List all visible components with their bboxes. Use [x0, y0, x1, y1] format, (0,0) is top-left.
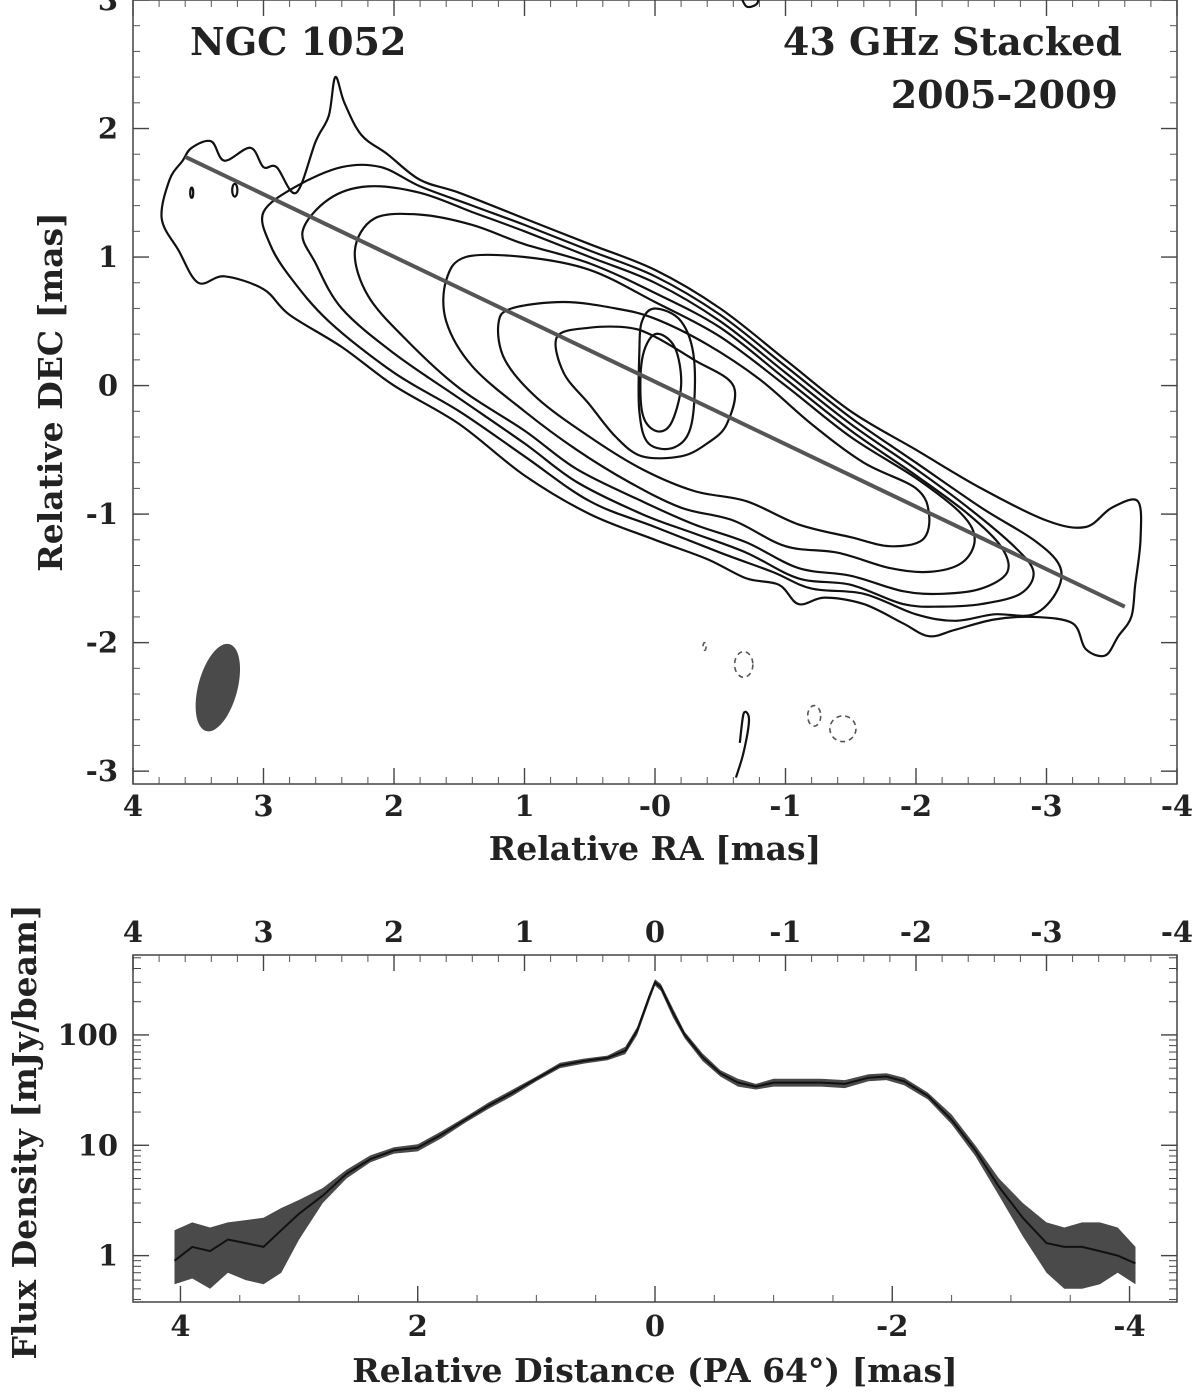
distance-tick-label: -4: [1113, 1309, 1145, 1343]
frequency-label: 43 GHz Stacked: [783, 19, 1122, 64]
ra-tick-label: -3: [1030, 789, 1062, 823]
flux-profile-line: [173, 980, 1136, 1265]
ra-tick-label: -1: [769, 789, 801, 823]
contour-fragment: [734, 710, 751, 778]
contour-level-1: [160, 75, 1143, 658]
contour-level-7: [554, 325, 737, 460]
epoch-range-label: 2005-2009: [891, 72, 1118, 117]
contour-level-4: [353, 212, 1010, 596]
ra-tick-label: -4: [1161, 789, 1193, 823]
contour-level-9: [639, 332, 683, 433]
top-tick-label: -1: [769, 915, 801, 949]
source-name-label: NGC 1052: [190, 19, 406, 64]
negative-contour: [806, 704, 822, 727]
distance-axis-label: Relative Distance (PA 64°) [mas]: [352, 1351, 957, 1390]
dec-tick-label: -3: [86, 754, 118, 788]
top-tick-label: 3: [253, 915, 273, 949]
top-tick-label: -3: [1030, 915, 1062, 949]
contour-level-5: [442, 253, 976, 574]
contour-plot-frame: [132, 0, 1178, 785]
contour-axis-ticks: 4 3 2 1 -0 -1 -2 -3 -4 3 2 1 0 -1 -2 -3: [86, 0, 1193, 823]
flux-axis-label: Flux Density [mJy/beam]: [5, 904, 44, 1359]
dec-tick-label: -2: [86, 626, 118, 660]
distance-tick-label: 4: [170, 1309, 190, 1343]
ra-tick-label: 2: [384, 789, 404, 823]
contour-level-3: [301, 185, 1035, 608]
top-tick-label: -2: [900, 915, 932, 949]
contour-fragment: [741, 0, 760, 9]
negative-contour: [733, 650, 754, 679]
contour-level-2: [260, 163, 1063, 622]
negative-contours: [702, 641, 857, 743]
flux-uncertainty-band: [174, 979, 1136, 1289]
ra-tick-label: -2: [900, 789, 932, 823]
negative-contour: [829, 715, 857, 743]
top-tick-label: -4: [1161, 915, 1193, 949]
dec-tick-label: 0: [98, 369, 118, 403]
contour-lines: [160, 0, 1143, 778]
flux-tick-label: 1: [98, 1239, 118, 1273]
dec-tick-label: 1: [98, 240, 118, 274]
contour-level-6: [496, 300, 931, 548]
flux-tick-label: 100: [57, 1018, 118, 1052]
contour-map-panel: 4 3 2 1 -0 -1 -2 -3 -4 3 2 1 0 -1 -2 -3 NGC 1052 43 GHz…: [31, 0, 1193, 868]
ra-tick-label: -0: [639, 789, 671, 823]
distance-tick-label: 0: [645, 1309, 665, 1343]
top-tick-label: 2: [384, 915, 404, 949]
dec-tick-label: 3: [98, 0, 118, 17]
ra-axis-label: Relative RA [mas]: [489, 829, 821, 868]
contour-small-island: [231, 182, 239, 198]
top-tick-label: 4: [123, 915, 143, 949]
dec-axis-label: Relative DEC [mas]: [31, 212, 70, 571]
negative-contour: [702, 641, 707, 652]
top-tick-label: 0: [645, 915, 665, 949]
ra-tick-label: 1: [514, 789, 534, 823]
ra-tick-label: 3: [253, 789, 273, 823]
contour-small-island: [189, 186, 195, 200]
top-tick-label: 1: [514, 915, 534, 949]
dec-tick-label: 2: [98, 112, 118, 146]
beam-ellipse: [195, 643, 241, 732]
flux-tick-label: 10: [78, 1128, 118, 1162]
dec-tick-label: -1: [86, 497, 118, 531]
jet-axis-line: [184, 154, 1126, 609]
distance-tick-label: 2: [408, 1309, 428, 1343]
contour-level-8: [637, 307, 697, 451]
distance-tick-label: -2: [876, 1309, 908, 1343]
ra-tick-label: 4: [123, 789, 143, 823]
